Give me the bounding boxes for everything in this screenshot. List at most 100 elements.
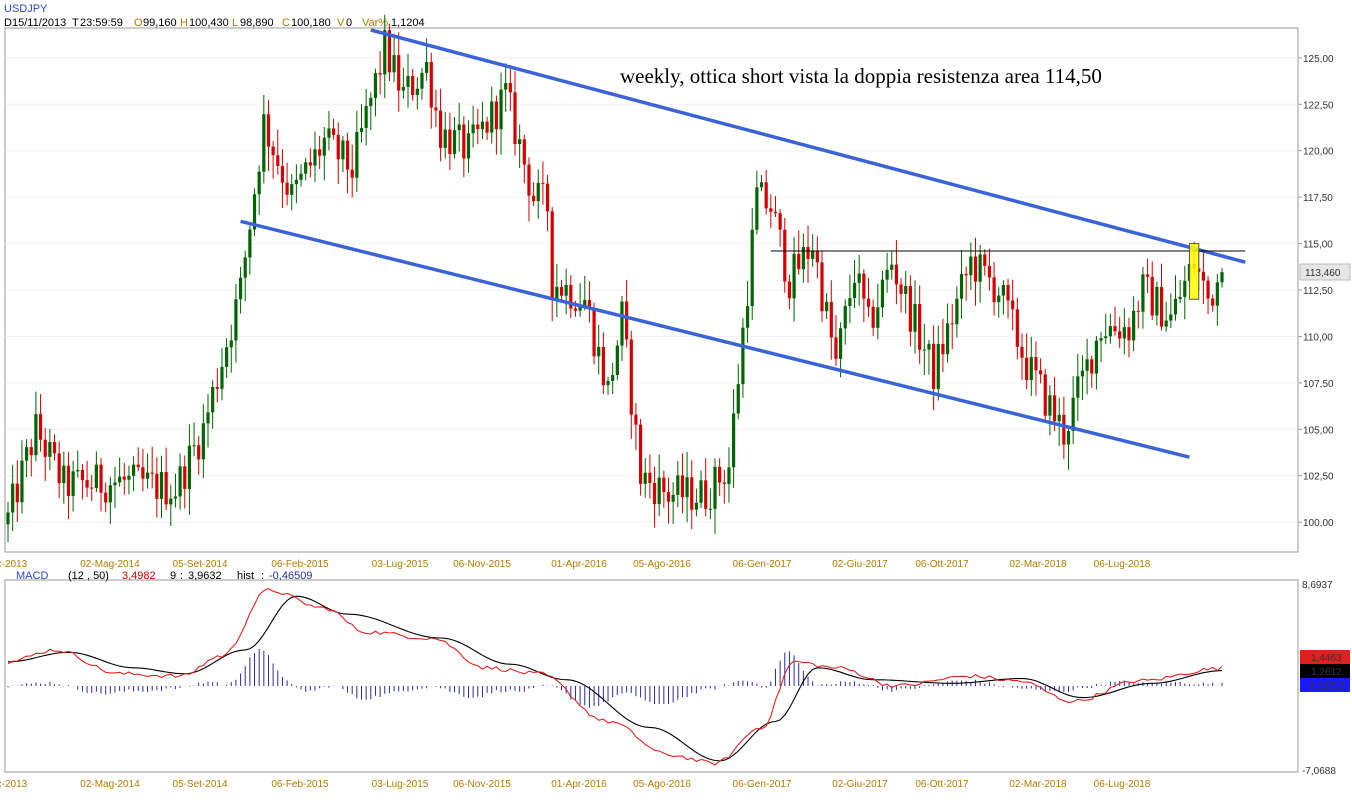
- x-tick-label-bottom: 02-Mar-2018: [1009, 779, 1067, 790]
- candle-up: [76, 469, 80, 472]
- candle-up: [904, 285, 908, 294]
- candle-up: [955, 298, 959, 325]
- candle-up: [373, 73, 378, 98]
- candle-down: [308, 162, 312, 166]
- x-tick-label-bottom: 06-Ott-2017: [915, 779, 969, 790]
- candle-up: [392, 55, 396, 73]
- header-close: 100,180: [291, 17, 331, 29]
- candle-up: [359, 127, 364, 132]
- candle-up: [708, 508, 712, 510]
- x-tick-label-bottom: 08-Dic-2013: [0, 779, 28, 790]
- candle-down: [1201, 271, 1205, 281]
- candle-down: [587, 299, 592, 310]
- candle-up: [62, 465, 66, 484]
- candle-up: [406, 75, 410, 87]
- candle-down: [894, 264, 899, 285]
- price-tick-label: 117,50: [1303, 193, 1333, 204]
- candle-down: [285, 182, 289, 195]
- candle-up: [466, 133, 471, 159]
- price-tick-label: 115,00: [1303, 240, 1333, 251]
- candle-up: [922, 349, 926, 351]
- candle-down: [787, 281, 792, 299]
- svg-text:O: O: [134, 17, 143, 29]
- candle-up: [1104, 336, 1108, 339]
- candle-up: [11, 483, 15, 513]
- candle-up: [736, 384, 740, 414]
- candle-down: [662, 477, 666, 493]
- price-tick-label: 110,00: [1303, 332, 1333, 343]
- candle-up: [34, 414, 38, 456]
- macd-hist-value: -0,46509: [269, 570, 312, 582]
- candle-up: [676, 475, 680, 495]
- candle-up: [741, 327, 745, 385]
- candle-up: [1108, 326, 1112, 337]
- candle-down: [155, 473, 159, 499]
- candle-down: [769, 208, 773, 212]
- macd-line: [7, 587, 1223, 766]
- candle-down: [718, 466, 722, 483]
- macd-signal-line: [7, 595, 1223, 762]
- macd-badge: 1,4463: [1300, 650, 1350, 664]
- candle-up: [355, 131, 359, 178]
- candle-down: [122, 476, 126, 480]
- candle-down: [1006, 285, 1010, 301]
- channel-lower-line: [240, 219, 1190, 459]
- candle-down: [215, 387, 219, 389]
- svg-text:113,460: 113,460: [1305, 268, 1341, 279]
- candle-up: [759, 182, 764, 188]
- candle-down: [429, 62, 433, 108]
- candle-down: [1025, 357, 1029, 381]
- x-axis-top: 08-Dic-2013 02-Mag-2014 05-Set-2014 06-Feb-…: [0, 559, 1151, 570]
- overlays: [240, 28, 1246, 459]
- macd-signal-period: 9: [170, 570, 176, 582]
- candle-up: [848, 298, 852, 307]
- candle-up: [490, 101, 494, 133]
- candle-up: [443, 129, 447, 148]
- header-date: 15/11/2013: [12, 17, 66, 29]
- candle-up: [1169, 314, 1173, 321]
- candle-up: [857, 273, 861, 283]
- candle-down: [266, 114, 271, 147]
- svg-text:L: L: [232, 17, 238, 29]
- candle-down: [983, 254, 987, 266]
- candle-down: [550, 211, 554, 299]
- x-tick-label-top: 06-Feb-2015: [271, 559, 329, 570]
- macd-signal-value: 3,9632: [188, 570, 222, 582]
- candle-down: [378, 73, 382, 75]
- x-tick-label-bottom: 02-Mag-2014: [80, 779, 140, 790]
- candle-down: [15, 483, 19, 503]
- x-tick-label-top: 08-Dic-2013: [0, 559, 28, 570]
- candle-up: [1155, 286, 1159, 316]
- candle-up: [564, 284, 568, 296]
- candle-down: [862, 273, 866, 299]
- candle-up: [1001, 285, 1005, 296]
- candle-down: [1113, 326, 1117, 332]
- macd-hist-label: hist: [237, 570, 254, 582]
- candle-up: [94, 464, 98, 488]
- price-tick-label: 107,50: [1303, 379, 1334, 390]
- candle-down: [1150, 276, 1154, 316]
- candle-down: [43, 439, 47, 457]
- candle-down: [815, 251, 819, 263]
- price-gridlines: [5, 57, 1298, 523]
- x-tick-label-top: 02-Mar-2018: [1009, 559, 1067, 570]
- candle-up: [1183, 280, 1187, 297]
- candle-up: [1215, 282, 1219, 306]
- candle-up: [997, 295, 1001, 303]
- candle-down: [690, 477, 694, 510]
- candle-down: [545, 183, 550, 212]
- svg-text::: :: [180, 570, 183, 582]
- candle-up: [1076, 376, 1080, 398]
- candle-down: [508, 83, 512, 93]
- candle-up: [611, 375, 615, 381]
- candle-up: [173, 496, 178, 499]
- candle-down: [652, 482, 657, 505]
- candle-up: [1220, 272, 1224, 283]
- header-high: 100,430: [189, 17, 229, 29]
- macd-params: (12 , 50): [68, 570, 109, 582]
- candle-down: [29, 447, 33, 456]
- candle-up: [1164, 320, 1168, 327]
- candle-up: [1122, 327, 1126, 339]
- candle-up: [178, 466, 182, 497]
- candle-down: [1043, 374, 1047, 416]
